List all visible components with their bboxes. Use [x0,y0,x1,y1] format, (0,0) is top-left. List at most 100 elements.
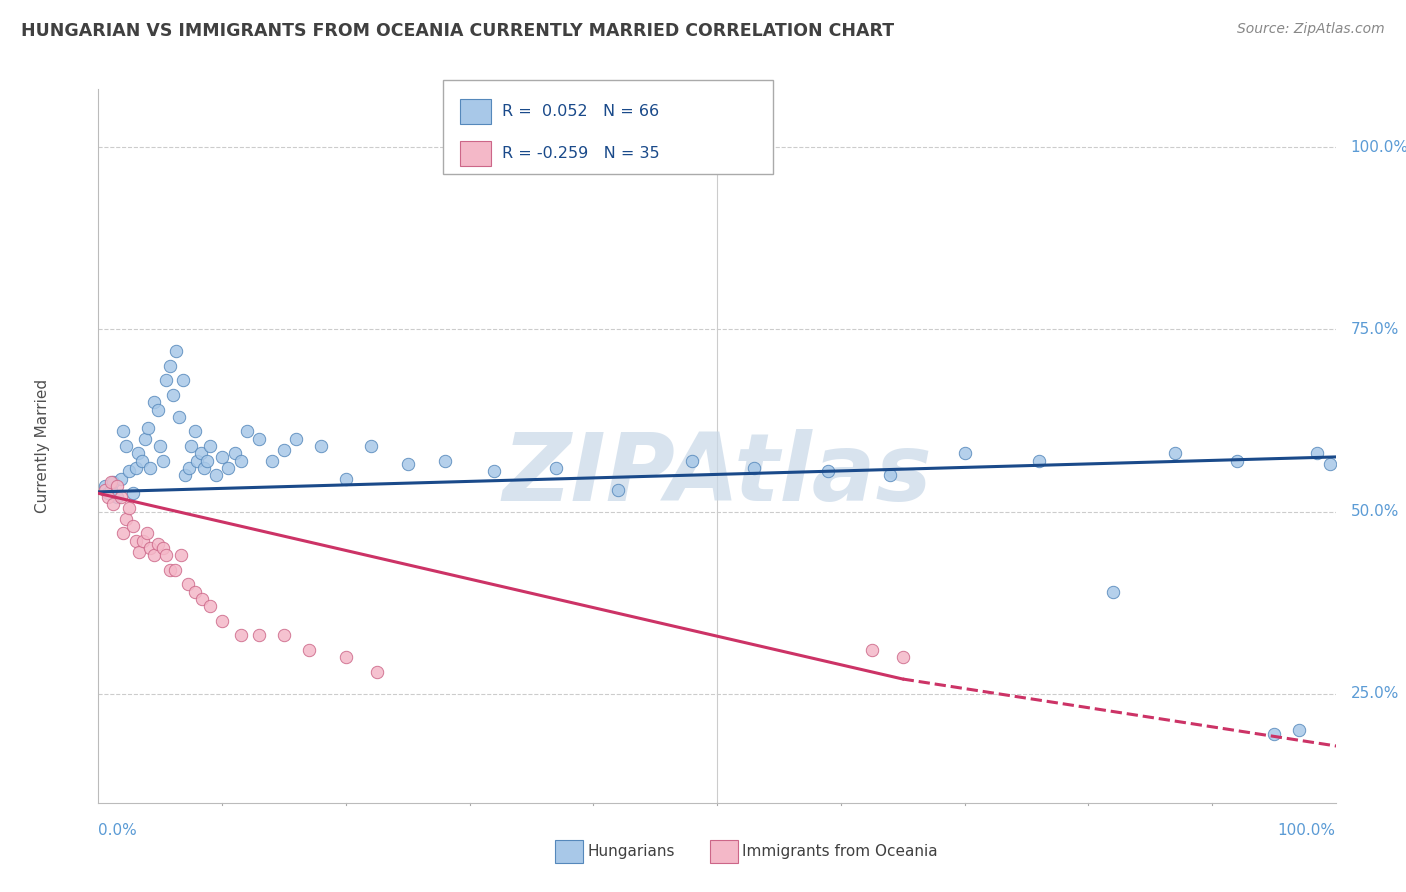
Point [159,563,181,577]
Point [165,344,187,359]
Point [174,468,197,483]
Point [224,446,246,460]
Text: 100.0%: 100.0% [1351,140,1406,155]
Point [146,402,169,417]
Point [953,446,976,460]
Point [546,460,568,475]
Point [285,432,308,446]
Point [167,409,190,424]
Point [143,395,166,409]
Point [110,490,132,504]
Point [879,468,901,483]
Point [211,450,233,464]
Point [103,475,125,490]
Point [298,643,321,657]
Point [195,453,218,467]
Point [131,453,153,467]
Point [152,453,174,467]
Point [1028,453,1050,467]
Point [180,439,202,453]
Point [100,475,122,490]
Text: Immigrants from Oceania: Immigrants from Oceania [742,845,938,859]
Point [149,439,172,453]
Point [366,665,388,679]
Point [260,453,283,467]
Text: 0.0%: 0.0% [98,823,138,838]
Point [100,483,122,497]
Text: Currently Married: Currently Married [35,379,51,513]
Point [122,486,145,500]
Point [155,548,177,562]
Point [211,614,233,628]
Point [93,483,115,497]
Point [190,446,212,460]
Point [1288,723,1310,737]
Point [172,374,194,388]
Point [1263,726,1285,740]
Point [229,453,252,467]
Point [335,472,357,486]
Point [176,577,198,591]
Point [136,421,159,435]
Point [484,465,506,479]
Point [139,460,162,475]
Text: 25.0%: 25.0% [1351,686,1399,701]
Point [335,650,357,665]
Point [112,425,135,439]
Point [132,533,155,548]
Point [1319,457,1341,471]
Point [152,541,174,555]
Point [112,526,135,541]
Point [205,468,228,483]
Point [1226,453,1249,467]
Point [607,483,630,497]
Point [159,359,181,373]
Point [273,628,295,642]
Point [247,628,270,642]
Point [184,584,207,599]
Point [170,548,193,562]
Point [198,599,221,614]
Point [122,519,145,533]
Point [93,479,115,493]
Point [309,439,332,453]
Point [273,442,295,457]
Point [1164,446,1187,460]
Point [146,537,169,551]
Point [97,490,120,504]
Point [229,628,252,642]
Point [1102,584,1125,599]
Text: Source: ZipAtlas.com: Source: ZipAtlas.com [1237,22,1385,37]
Point [124,460,146,475]
Point [217,460,239,475]
Point [114,512,136,526]
Point [155,374,177,388]
Point [186,453,208,467]
Point [891,650,914,665]
Point [247,432,270,446]
Point [184,425,207,439]
Point [128,544,150,558]
Text: 50.0%: 50.0% [1351,504,1399,519]
Point [97,486,120,500]
Point [177,460,200,475]
Point [742,460,765,475]
Text: R = -0.259   N = 35: R = -0.259 N = 35 [502,145,659,161]
Point [681,453,703,467]
Text: R =  0.052   N = 66: R = 0.052 N = 66 [502,103,659,119]
Point [396,457,419,471]
Text: ZIPAtlas: ZIPAtlas [502,428,932,521]
Point [118,500,141,515]
Point [193,460,215,475]
Point [860,643,883,657]
Text: 75.0%: 75.0% [1351,322,1399,337]
Point [433,453,456,467]
Point [198,439,221,453]
Point [165,563,187,577]
Point [162,388,184,402]
Point [134,432,156,446]
Point [236,425,259,439]
Point [135,526,157,541]
Point [114,439,136,453]
Point [360,439,382,453]
